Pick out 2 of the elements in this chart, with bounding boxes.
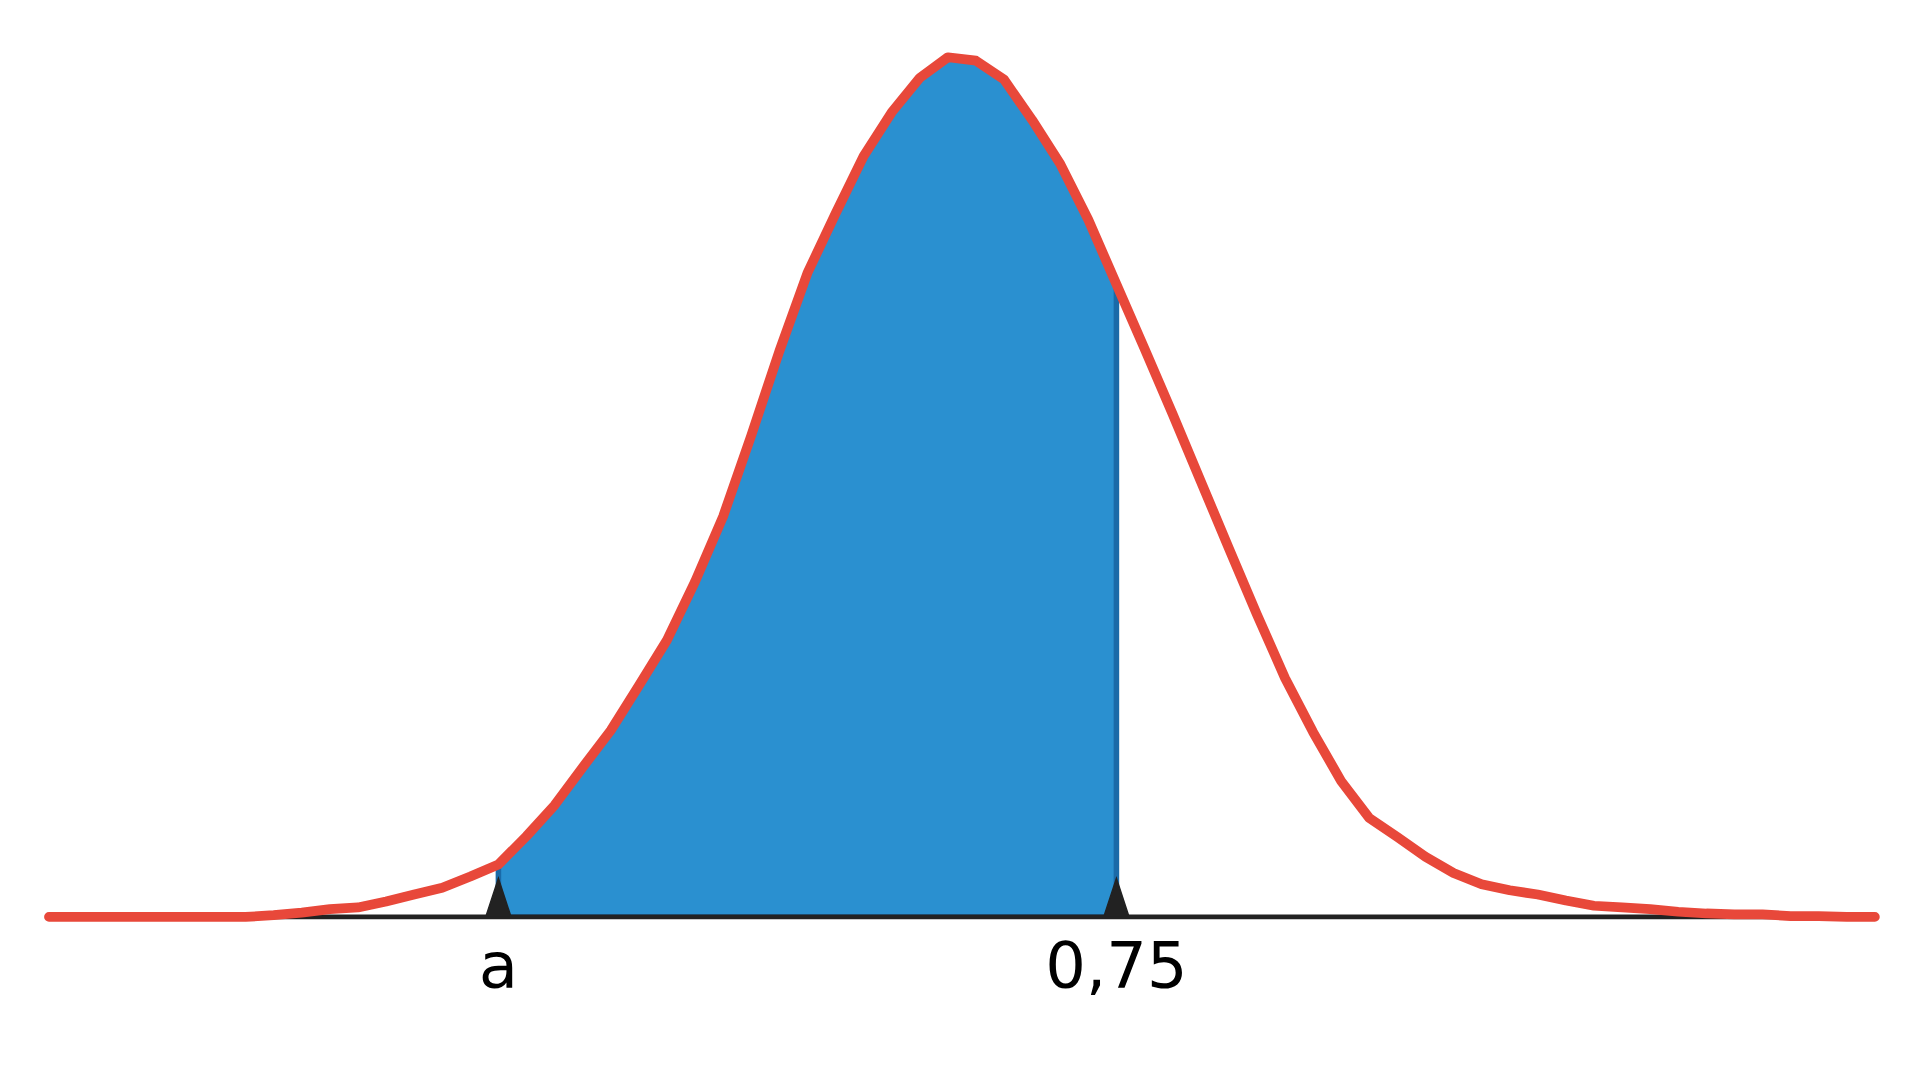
x-tick-label: a [482, 951, 513, 989]
x-tick-label: 0,75 [1049, 940, 1182, 996]
